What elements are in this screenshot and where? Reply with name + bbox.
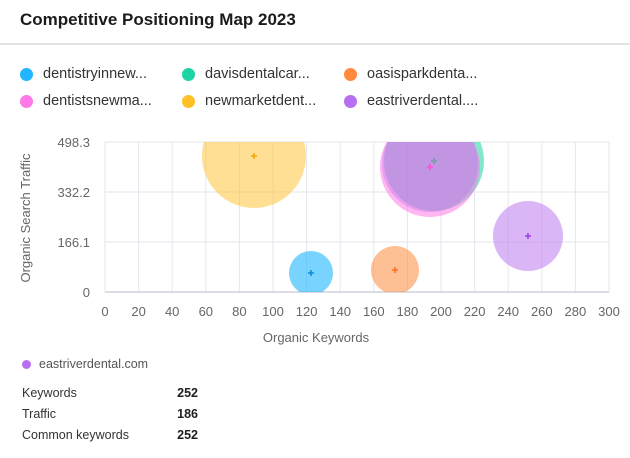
svg-text:280: 280 [565, 304, 587, 319]
svg-text:160: 160 [363, 304, 385, 319]
bubble-dentistsnewma [380, 142, 480, 217]
tooltip-dot-icon [22, 359, 31, 369]
data-tooltip: eastriverdental.com Keywords 252 Traffic… [20, 357, 198, 445]
tooltip-label: Traffic [22, 406, 57, 421]
y-tick-labels: 498.3 332.2 166.1 0 [57, 135, 90, 300]
tooltip-value: 252 [177, 427, 198, 442]
svg-text:20: 20 [131, 304, 145, 319]
svg-text:240: 240 [497, 304, 519, 319]
svg-text:200: 200 [430, 304, 452, 319]
y-tick: 0 [83, 285, 90, 300]
legend-label: newmarketdent... [205, 93, 317, 109]
y-tick: 498.3 [57, 135, 90, 150]
legend-dot-icon [344, 67, 357, 81]
svg-text:100: 100 [262, 304, 284, 319]
legend-item-davisdentalcar[interactable]: davisdentalcar... [182, 66, 310, 82]
svg-text:260: 260 [531, 304, 553, 319]
legend-label: oasisparkdenta... [367, 66, 478, 82]
legend-item-dentistryinnew[interactable]: dentistryinnew... [20, 66, 147, 82]
legend-item-eastriverdental[interactable]: eastriverdental.... [344, 93, 478, 109]
legend-dot-icon [20, 94, 33, 108]
legend-dot-icon [182, 94, 195, 108]
legend-label: dentistsnewma... [43, 93, 152, 109]
legend-label: eastriverdental.... [367, 93, 479, 109]
legend-item-oasisparkdenta[interactable]: oasisparkdenta... [344, 66, 477, 82]
legend-label: dentistryinnew... [43, 66, 147, 82]
x-axis-label: Organic Keywords [263, 330, 370, 345]
tooltip-row-common-keywords: Common keywords 252 [20, 424, 198, 445]
tooltip-domain: eastriverdental.com [39, 357, 149, 371]
tooltip-row-keywords: Keywords 252 [20, 382, 198, 403]
svg-text:220: 220 [464, 304, 486, 319]
bubble-newmarketdent [202, 142, 306, 208]
y-axis-label: Organic Search Traffic [18, 153, 33, 283]
svg-text:120: 120 [296, 304, 318, 319]
legend-dot-icon [20, 67, 33, 81]
svg-text:140: 140 [329, 304, 351, 319]
bubble-center-markers [251, 153, 531, 276]
legend-dot-icon [182, 67, 195, 81]
tooltip-label: Common keywords [22, 427, 129, 442]
svg-text:60: 60 [199, 304, 213, 319]
bubble-chart: 498.3 332.2 166.1 0 0 20 40 60 80 100 12… [18, 135, 620, 345]
legend-label: davisdentalcar... [205, 66, 310, 82]
tooltip-value: 186 [177, 406, 198, 421]
y-tick: 166.1 [57, 235, 90, 250]
legend-item-dentistsnewma[interactable]: dentistsnewma... [20, 93, 152, 109]
svg-text:0: 0 [101, 304, 108, 319]
y-tick: 332.2 [57, 185, 90, 200]
svg-text:40: 40 [165, 304, 179, 319]
legend-item-newmarketdent[interactable]: newmarketdent... [182, 93, 316, 109]
svg-text:300: 300 [598, 304, 620, 319]
tooltip-value: 252 [177, 385, 198, 400]
page-title: Competitive Positioning Map 2023 [20, 10, 296, 29]
bubble-overlap-tint [382, 142, 478, 212]
x-tick-labels: 0 20 40 60 80 100 120 140 160 180 200 22… [101, 304, 619, 319]
bubbles [202, 142, 563, 292]
svg-text:180: 180 [397, 304, 419, 319]
tooltip-label: Keywords [22, 385, 77, 400]
tooltip-row-traffic: Traffic 186 [20, 403, 198, 424]
header-divider [0, 43, 630, 45]
svg-text:80: 80 [232, 304, 246, 319]
legend-dot-icon [344, 94, 357, 108]
